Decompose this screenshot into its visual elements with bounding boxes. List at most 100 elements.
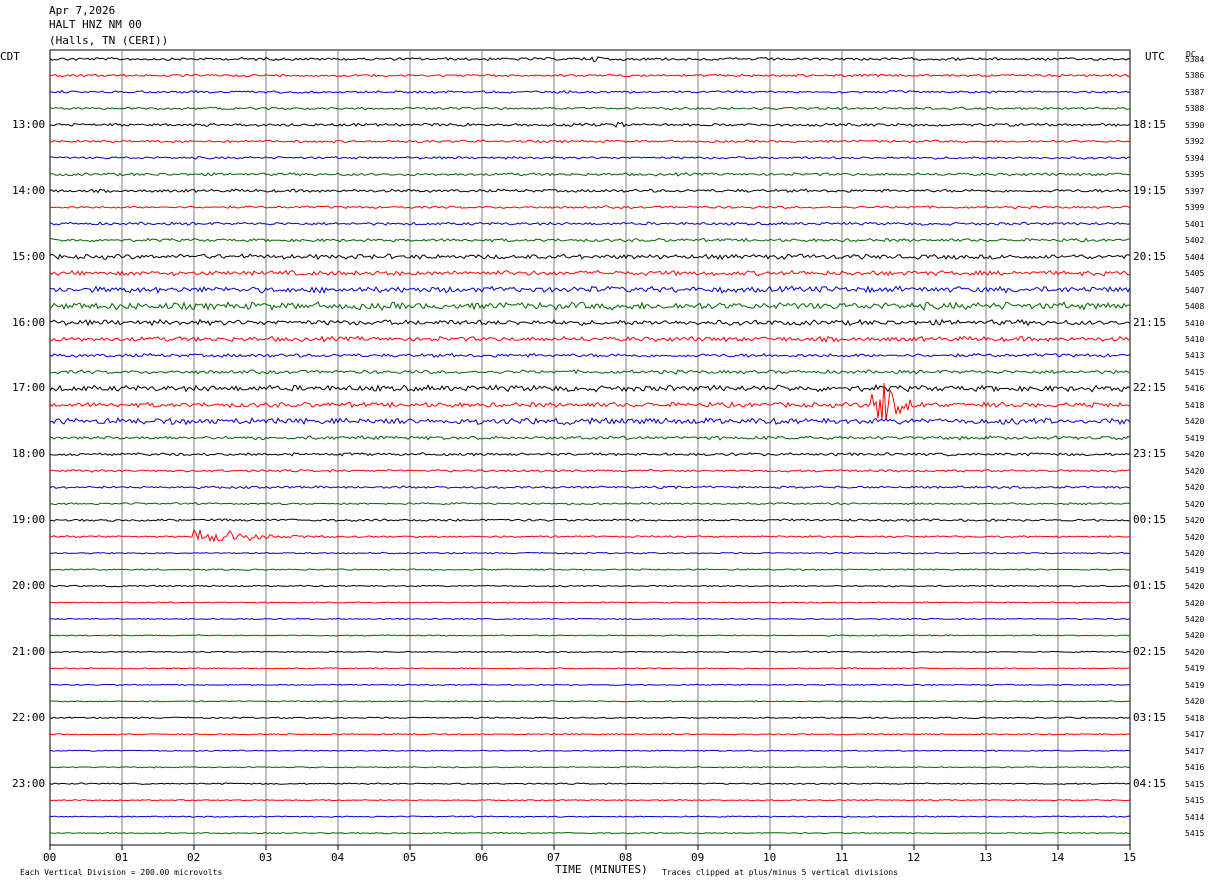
trace-row-11: [49, 237, 1131, 243]
right-axis-title: UTC: [1145, 50, 1165, 63]
cdt-hour-label: 14:00: [12, 183, 46, 197]
cdt-hour-label: 17:00: [12, 381, 46, 395]
dc-value: 5397: [1185, 186, 1205, 196]
trace-row-3: [49, 106, 1131, 111]
x-tick-label: 00: [43, 851, 57, 864]
x-tick-label: 11: [835, 851, 849, 864]
utc-hour-label: 22:15: [1133, 381, 1167, 395]
dc-value: 5420: [1185, 697, 1205, 707]
dc-value: 5401: [1185, 219, 1205, 229]
header-date: Apr 7,2026: [49, 4, 116, 17]
utc-hour-label: 18:15: [1133, 117, 1167, 131]
dc-value: 5407: [1185, 285, 1205, 295]
dc-value: 5419: [1185, 664, 1205, 674]
trace-row-37: [49, 667, 1131, 670]
dc-value: 5410: [1185, 318, 1205, 328]
dc-value: 5418: [1185, 400, 1205, 410]
trace-row-12: [49, 253, 1131, 261]
trace-row-44: [49, 782, 1131, 786]
trace-row-25: [49, 468, 1130, 473]
dc-value: 5420: [1185, 499, 1205, 509]
plot-frame: [49, 49, 1131, 846]
dc-value: 5420: [1185, 417, 1205, 427]
dc-value: 5420: [1185, 466, 1205, 476]
x-tick-label: 07: [547, 851, 561, 864]
trace-row-1: [49, 73, 1131, 78]
scale-note: Each Vertical Division = 200.00 microvol…: [20, 868, 223, 877]
dc-value: 5384: [1185, 55, 1205, 64]
x-tick-label: 13: [979, 851, 993, 864]
header-station: HALT HNZ NM 00: [49, 18, 142, 31]
utc-hour-label: 03:15: [1133, 710, 1167, 724]
trace-row-24: [49, 452, 1131, 457]
cdt-hour-label: 22:00: [12, 710, 46, 724]
dc-value: 5419: [1185, 565, 1205, 575]
dc-value: 5390: [1185, 120, 1205, 130]
dc-value: 5420: [1185, 516, 1205, 526]
x-tick-label: 15: [1123, 851, 1137, 864]
x-tick-label: 06: [475, 851, 489, 864]
dc-value: 5402: [1185, 236, 1205, 246]
cdt-hour-label: 23:00: [12, 776, 46, 790]
trace-row-8: [49, 188, 1131, 194]
x-tick-label: 05: [403, 851, 417, 864]
dc-value: 5420: [1185, 631, 1205, 641]
trace-row-32: [49, 584, 1131, 588]
trace-row-23: [49, 435, 1131, 441]
dc-value: 5404: [1185, 252, 1205, 262]
dc-value: 5414: [1185, 812, 1205, 822]
trace-row-2: [49, 89, 1131, 94]
trace-row-42: [49, 749, 1131, 752]
cdt-hour-label: 15:00: [12, 249, 46, 263]
trace-row-0: [49, 56, 1131, 63]
x-tick-label: 12: [907, 851, 921, 864]
x-tick-label: 02: [187, 851, 201, 864]
dc-value: 5420: [1185, 549, 1205, 559]
trace-row-34: [49, 617, 1131, 621]
dc-value: 5416: [1185, 384, 1205, 394]
trace-row-40: [49, 716, 1131, 720]
x-tick-label: 09: [691, 851, 705, 864]
x-tick-label: 03: [259, 851, 273, 864]
trace-row-15: [49, 301, 1131, 311]
trace-row-18: [49, 352, 1131, 358]
utc-hour-label: 00:15: [1133, 513, 1167, 527]
utc-hour-label: 01:15: [1133, 579, 1167, 593]
trace-row-33: [49, 601, 1131, 604]
dc-value: 5417: [1185, 730, 1205, 740]
x-tick-label: 01: [115, 851, 129, 864]
dc-value: 5415: [1185, 796, 1205, 806]
dc-value: 5419: [1185, 433, 1205, 443]
dc-value: 5408: [1185, 302, 1205, 312]
dc-value: 5399: [1185, 203, 1205, 213]
dc-value: 5417: [1185, 746, 1205, 756]
utc-hour-label: 04:15: [1133, 776, 1167, 790]
utc-hour-label: 02:15: [1133, 644, 1167, 658]
trace-row-4: [50, 121, 1131, 128]
cdt-hour-label: 21:00: [12, 644, 46, 658]
dc-value: 5392: [1185, 137, 1205, 147]
trace-row-46: [49, 815, 1131, 818]
dc-value: 5420: [1185, 483, 1205, 493]
trace-row-38: [49, 683, 1131, 687]
trace-row-22: [49, 416, 1131, 426]
utc-hour-label: 19:15: [1133, 183, 1167, 197]
dc-value: 5395: [1185, 170, 1205, 180]
trace-row-28: [49, 518, 1131, 523]
cdt-hour-label: 16:00: [12, 315, 46, 329]
cdt-hour-label: 18:00: [12, 447, 46, 461]
dc-value: 5405: [1185, 269, 1205, 279]
dc-value: 5415: [1185, 779, 1205, 789]
trace-row-29: [49, 528, 1131, 543]
trace-row-41: [49, 733, 1130, 736]
dc-value: 5419: [1185, 680, 1205, 690]
trace-row-31: [49, 568, 1131, 571]
dc-value: 5420: [1185, 532, 1205, 542]
dc-value: 5420: [1185, 614, 1205, 624]
trace-row-35: [49, 634, 1131, 637]
trace-row-5: [50, 139, 1131, 144]
x-axis-label: TIME (MINUTES): [555, 863, 648, 876]
dc-value: 5415: [1185, 829, 1205, 839]
clip-note: Traces clipped at plus/minus 5 vertical …: [662, 868, 899, 877]
